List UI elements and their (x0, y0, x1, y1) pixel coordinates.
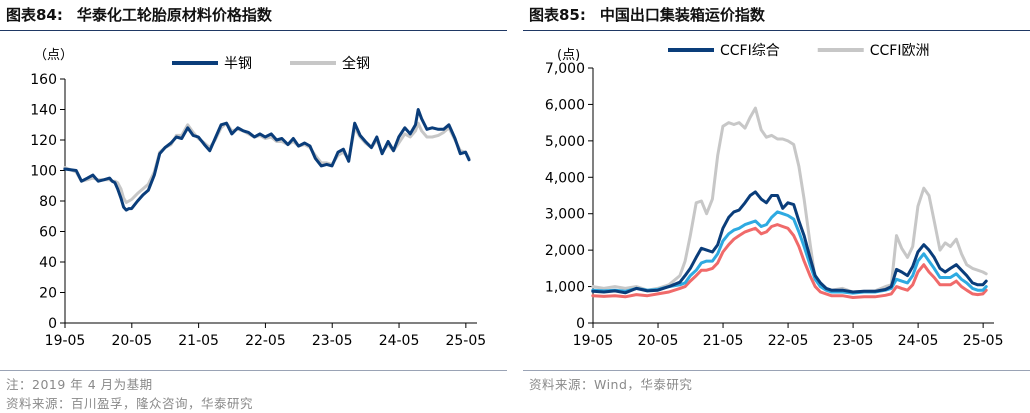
series-line-1 (591, 190, 988, 295)
x-tick-label: 20-05 (111, 333, 152, 349)
chart-source: 资料来源：Wind，华泰研究 (529, 377, 693, 392)
chart-panel-container-freight: 图表85: 中国出口集装箱运价指数 (点) 0 1,000 2,000 3,000 4,00… (523, 0, 1030, 413)
chart-title-text: 中国出口集装箱运价指数 (599, 6, 765, 24)
container-freight-line-chart: (点) 0 1,000 2,000 3,000 4,000 5,000 6,000 7,000 1… (545, 43, 1004, 349)
chart-panel-tire-materials: 图表84: 华泰化工轮胎原材料价格指数 （点） 0 20 40 60 80 100 120 140… (0, 0, 507, 413)
footer-divider (523, 370, 1030, 371)
chart-source: 资料来源：百川盈孚，隆众咨询，华泰研究 (6, 396, 254, 411)
y-axis-unit: （点） (34, 48, 73, 63)
legend-label: CCFI欧洲 (870, 43, 930, 59)
y-tick-label: 7,000 (545, 61, 585, 77)
y-tick-label: 120 (30, 133, 57, 149)
x-tick-label: 19-05 (573, 333, 614, 349)
title-divider (523, 30, 1030, 31)
chart-number: 图表84: (6, 6, 63, 24)
y-tick-label: 0 (48, 316, 57, 332)
legend-label: 全钢 (342, 55, 370, 72)
y-axis-unit: (点) (557, 48, 580, 63)
x-tick-label: 23-05 (833, 333, 874, 349)
y-tick-label: 5,000 (545, 134, 585, 150)
x-tick-label: 25-05 (445, 333, 486, 349)
y-tick-label: 4,000 (545, 170, 585, 186)
x-tick-label: 24-05 (898, 333, 939, 349)
x-tick-label: 22-05 (768, 333, 809, 349)
x-tick-label: 21-05 (178, 333, 219, 349)
series-line-4 (591, 223, 988, 299)
y-tick-label: 2,000 (545, 243, 585, 259)
y-tick-label: 3,000 (545, 207, 585, 223)
x-tick-label: 22-05 (245, 333, 286, 349)
x-tick-label: 20-05 (638, 333, 679, 349)
x-tick-label: 23-05 (312, 333, 353, 349)
legend-label: 半钢 (224, 56, 252, 72)
chart-title: 图表84: 华泰化工轮胎原材料价格指数 (6, 4, 272, 25)
y-tick-label: 0 (576, 316, 585, 332)
y-tick-label: 40 (39, 255, 57, 271)
chart-title-text: 华泰化工轮胎原材料价格指数 (76, 6, 272, 24)
x-tick-label: 24-05 (379, 333, 420, 349)
legend-label: CCFI综合 (720, 43, 780, 59)
y-tick-label: 140 (30, 103, 57, 119)
chart-number: 图表85: (529, 6, 586, 24)
y-tick-label: 160 (30, 72, 57, 88)
chart-title: 图表85: 中国出口集装箱运价指数 (529, 4, 765, 25)
y-tick-label: 60 (39, 225, 57, 241)
y-tick-label: 100 (30, 164, 57, 180)
y-tick-label: 20 (39, 286, 57, 302)
chart-note: 注：2019 年 4 月为基期 (6, 377, 153, 392)
tire-materials-line-chart: （点） 0 20 40 60 80 100 120 140 160 19-05 20-05 21-05 2… (30, 48, 486, 349)
x-tick-label: 21-05 (703, 333, 744, 349)
series-line-1 (63, 108, 471, 212)
y-tick-label: 80 (39, 194, 57, 210)
x-tick-label: 25-05 (963, 333, 1004, 349)
footer-divider (0, 370, 507, 371)
series-line-2 (591, 106, 988, 294)
series-line-3 (591, 210, 988, 295)
y-tick-label: 6,000 (545, 97, 585, 113)
title-divider (0, 30, 507, 31)
x-tick-label: 19-05 (45, 333, 86, 349)
y-tick-label: 1,000 (545, 280, 585, 296)
